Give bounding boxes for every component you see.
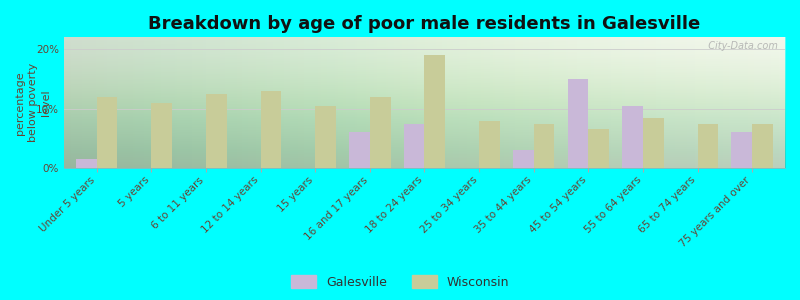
Bar [643, 118, 664, 168]
Bar [588, 129, 609, 168]
Bar [731, 132, 752, 168]
Bar [479, 121, 500, 168]
Bar [315, 106, 336, 168]
Title: Breakdown by age of poor male residents in Galesville: Breakdown by age of poor male residents … [148, 15, 701, 33]
Bar [534, 124, 554, 168]
Bar [370, 97, 390, 168]
Bar [698, 124, 718, 168]
Bar [622, 106, 643, 168]
Bar [567, 79, 588, 168]
Bar [513, 150, 534, 168]
Text: City-Data.com: City-Data.com [702, 41, 778, 51]
Y-axis label: percentage
below poverty
level: percentage below poverty level [15, 63, 51, 142]
Bar [404, 124, 425, 168]
Bar [76, 159, 97, 168]
Bar [752, 124, 773, 168]
Bar [206, 94, 226, 168]
Bar [425, 55, 445, 168]
Bar [151, 103, 172, 168]
Bar [349, 132, 370, 168]
Legend: Galesville, Wisconsin: Galesville, Wisconsin [286, 270, 514, 294]
Bar [97, 97, 118, 168]
Bar [261, 91, 282, 168]
